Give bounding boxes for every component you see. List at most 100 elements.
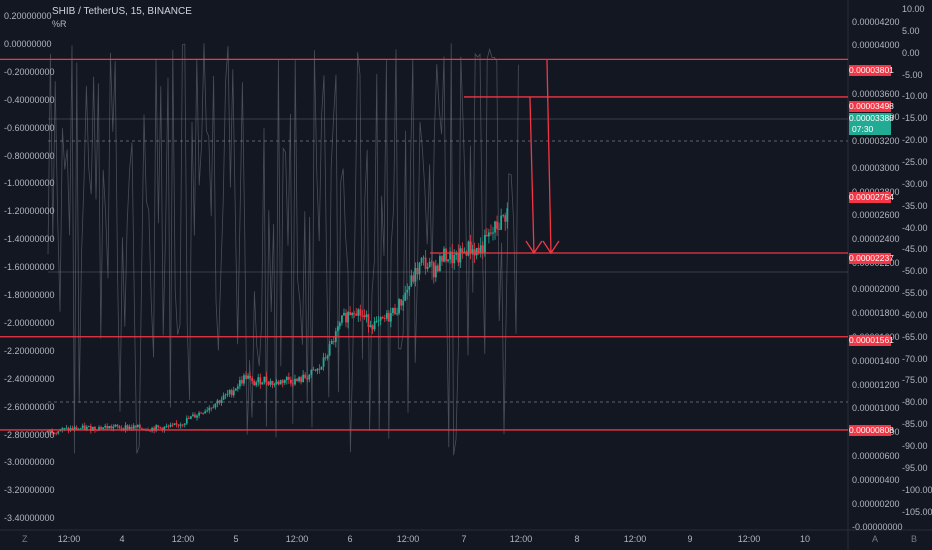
candle-body xyxy=(483,235,486,253)
candle-body xyxy=(79,428,82,430)
candle-body xyxy=(128,426,131,430)
candle-body xyxy=(353,313,356,314)
candle-body xyxy=(175,423,178,425)
candle-body xyxy=(257,377,260,383)
candle-body xyxy=(214,403,217,408)
candle-body xyxy=(206,410,209,412)
candle-body xyxy=(220,399,223,403)
price-axis-tick: 0.00004000 xyxy=(852,40,900,50)
time-axis-tick: 4 xyxy=(119,534,125,544)
candle-body xyxy=(114,424,117,427)
candle-body xyxy=(149,430,151,432)
left-axis-tick: -0.40000000 xyxy=(4,94,55,105)
candle-body xyxy=(157,425,160,428)
current-price: 0.00003388 xyxy=(849,113,894,123)
candle-body xyxy=(89,426,92,431)
candle-body xyxy=(500,215,503,230)
candle-body xyxy=(487,232,490,237)
candle-body xyxy=(381,317,384,319)
price-tag-s1: 0.00002237 xyxy=(849,253,894,264)
candle-body xyxy=(75,427,78,430)
indicator-label[interactable]: %R xyxy=(52,19,67,29)
candle-body xyxy=(461,248,464,253)
left-axis-tick: -3.20000000 xyxy=(4,485,55,496)
candle-body xyxy=(377,320,380,322)
price-tag-s0: 0.00002754 xyxy=(849,192,894,203)
candle-body xyxy=(228,390,231,394)
wr-axis-tick: -55.00 xyxy=(902,288,928,299)
candle-body xyxy=(320,366,323,370)
candle-body xyxy=(330,340,333,345)
candle-body xyxy=(51,429,53,434)
candle-body xyxy=(226,393,229,395)
price-axis-tick: 0.00003000 xyxy=(852,163,900,173)
candle-body xyxy=(179,424,182,426)
candle-body xyxy=(494,221,496,233)
candle-body xyxy=(390,313,392,322)
wr-axis-tick: -100.00 xyxy=(902,484,932,495)
left-axis-tick: -0.80000000 xyxy=(4,150,55,161)
candle-body xyxy=(53,433,56,434)
candle-body xyxy=(436,265,439,272)
candle-body xyxy=(290,379,292,384)
candle-body xyxy=(485,235,488,237)
wr-axis-tick: -35.00 xyxy=(902,200,928,211)
current-price-tag: 0.00003388 07:30 xyxy=(849,113,894,135)
candle-body xyxy=(428,261,431,268)
time-axis-tick: 12:00 xyxy=(396,534,420,544)
candle-body xyxy=(59,430,62,432)
projection-arrowhead xyxy=(525,240,543,255)
candle-body xyxy=(138,424,141,429)
price-tag-r1: 0.00003801 xyxy=(849,65,894,76)
candle-body xyxy=(67,427,70,431)
wr-axis-tick: -40.00 xyxy=(902,222,928,233)
auto-scale-button[interactable]: A xyxy=(872,534,879,544)
candle-body xyxy=(477,247,480,254)
candle-body xyxy=(383,318,386,319)
timezone-button[interactable]: Z xyxy=(22,534,28,544)
candle-body xyxy=(98,427,100,431)
candle-body xyxy=(253,381,256,386)
time-axis-tick: 10 xyxy=(799,534,811,544)
candle-body xyxy=(222,395,225,400)
wr-axis-tick: -95.00 xyxy=(902,462,928,473)
candle-body xyxy=(351,313,354,316)
candle-body xyxy=(492,232,494,234)
candle-body xyxy=(398,299,400,314)
wr-axis-tick: -70.00 xyxy=(902,353,928,364)
candle-body xyxy=(359,309,362,316)
settings-button[interactable]: B xyxy=(911,534,918,544)
candle-body xyxy=(379,317,382,321)
time-axis-tick: 12:00 xyxy=(171,534,195,544)
candle-body xyxy=(163,426,166,431)
candle-body xyxy=(385,313,388,319)
candle-body xyxy=(234,388,237,391)
candle-body xyxy=(373,321,376,330)
candle-body xyxy=(181,424,184,426)
candle-body xyxy=(100,427,102,429)
candle-body xyxy=(116,424,119,427)
time-axis-tick: 12:00 xyxy=(623,534,647,544)
price-tag-s2: 0.00001561 xyxy=(849,335,894,346)
time-axis-tick: 7 xyxy=(461,534,467,544)
candle-body xyxy=(47,430,49,432)
candle-body xyxy=(187,418,190,419)
price-tag-s3: 0.00000808 xyxy=(849,425,894,436)
candle-body xyxy=(285,377,288,381)
wr-axis-tick: -50.00 xyxy=(902,266,928,277)
candle-body xyxy=(298,377,300,382)
price-axis-tick: 0.00002400 xyxy=(852,234,900,244)
candle-body xyxy=(443,248,445,262)
candle-body xyxy=(73,427,76,430)
bar-countdown: 07:30 xyxy=(852,124,874,134)
left-axis-tick: -1.80000000 xyxy=(4,290,55,300)
candle-body xyxy=(392,307,394,314)
candle-body xyxy=(422,257,425,259)
wr-axis-tick: 0.00 xyxy=(902,47,920,58)
candle-body xyxy=(275,381,278,384)
candle-body xyxy=(336,326,339,332)
candle-body xyxy=(57,431,60,434)
candle-body xyxy=(451,251,454,264)
candle-body xyxy=(94,426,96,430)
